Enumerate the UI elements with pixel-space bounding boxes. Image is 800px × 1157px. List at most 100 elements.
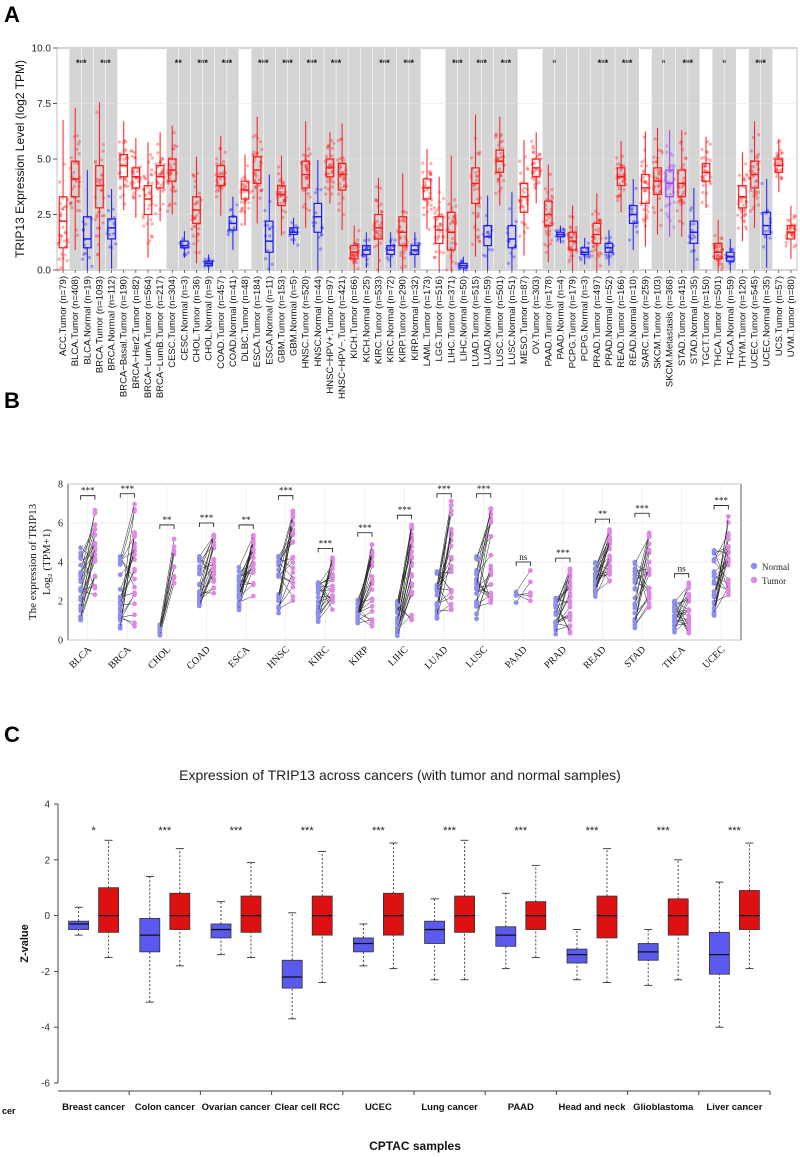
data-point xyxy=(561,239,565,243)
data-point xyxy=(216,187,220,192)
x-tick-label: READ.Tumor (n=166) xyxy=(616,276,627,368)
normal-point xyxy=(117,594,123,600)
tumor-point xyxy=(409,612,415,618)
x-tick-label: LUAD xyxy=(423,644,450,671)
data-point xyxy=(338,137,342,141)
significance-label: *** xyxy=(714,495,728,505)
data-point xyxy=(578,256,582,260)
data-point xyxy=(217,173,221,177)
panel-c-cptac-box-chart: Expression of TRIP13 across cancers (wit… xyxy=(2,767,771,1153)
pair-line xyxy=(159,583,175,636)
data-point xyxy=(192,173,196,177)
data-point xyxy=(579,258,583,262)
y-tick-label: 2 xyxy=(58,597,63,608)
pair-line xyxy=(713,548,729,592)
data-point xyxy=(749,188,753,193)
x-tick-label: KIRP.Tumor (n=290) xyxy=(398,276,409,362)
tumor-point xyxy=(448,607,454,613)
data-point xyxy=(132,181,136,185)
pair-line xyxy=(674,582,689,626)
tumor-point xyxy=(409,524,415,529)
data-point xyxy=(438,230,442,234)
pair-line xyxy=(120,594,135,621)
data-point xyxy=(135,170,139,174)
data-point xyxy=(307,147,311,151)
data-point xyxy=(161,157,165,161)
data-point xyxy=(218,171,222,175)
x-tick-label: UVM.Tumor (n=80) xyxy=(786,276,797,357)
data-point xyxy=(229,207,233,211)
pair-line xyxy=(318,578,333,594)
x-tick-label: ESCA.Normal (n=11) xyxy=(264,276,275,365)
pair-line xyxy=(238,557,254,594)
data-point xyxy=(659,208,663,212)
data-point xyxy=(590,212,595,216)
data-point xyxy=(703,164,707,168)
data-point xyxy=(319,233,324,237)
tumor-point xyxy=(527,579,533,585)
data-point xyxy=(645,200,649,204)
data-point xyxy=(634,224,638,229)
legend-label: Normal xyxy=(762,562,790,572)
x-tick-label: TGCT.Tumor (n=150) xyxy=(701,276,712,366)
chart-title: Expression of TRIP13 across cancers (wit… xyxy=(179,767,621,783)
data-point xyxy=(780,151,784,155)
tumor-point xyxy=(92,532,98,538)
pair-line xyxy=(555,588,571,599)
data-point xyxy=(267,267,271,271)
data-point xyxy=(502,179,506,183)
normal-point xyxy=(711,578,717,584)
data-point xyxy=(332,141,336,145)
data-point xyxy=(75,199,80,203)
data-point xyxy=(621,179,625,183)
x-tick-label: LUAD.Tumor (n=515) xyxy=(471,276,482,367)
x-tick-label: UCEC xyxy=(701,644,728,671)
data-point xyxy=(342,176,346,181)
data-point xyxy=(361,254,365,258)
pair-line xyxy=(120,557,135,580)
tumor-point xyxy=(369,542,375,548)
pair-line xyxy=(397,604,412,621)
data-point xyxy=(653,137,657,141)
data-point xyxy=(690,249,694,253)
data-point xyxy=(191,173,195,177)
tumor-point xyxy=(171,544,177,550)
data-point xyxy=(59,266,63,270)
data-point xyxy=(616,198,620,203)
tumor-point xyxy=(290,531,296,536)
pair-line xyxy=(555,625,571,631)
data-point xyxy=(743,213,747,217)
data-point xyxy=(709,182,713,186)
data-point xyxy=(550,238,554,242)
x-prefix-label: cer xyxy=(2,1106,16,1116)
data-point xyxy=(667,186,672,191)
normal-point xyxy=(315,611,321,617)
data-point xyxy=(124,161,128,165)
data-point xyxy=(154,212,158,216)
data-point xyxy=(59,202,63,206)
pair-line xyxy=(120,511,135,565)
data-point xyxy=(241,185,245,189)
x-tick-label: CESC.Normal (n=3) xyxy=(179,276,190,361)
tumor-point xyxy=(290,594,296,600)
data-point xyxy=(677,200,681,204)
data-point xyxy=(476,211,480,215)
significance-bracket xyxy=(119,493,135,498)
data-point xyxy=(744,227,749,231)
tumor-point xyxy=(132,623,137,629)
pair-line xyxy=(120,569,135,604)
data-point xyxy=(160,156,164,160)
data-point xyxy=(226,233,230,237)
data-point xyxy=(522,186,527,190)
data-point xyxy=(754,193,758,197)
pair-line xyxy=(80,554,96,573)
tumor-point xyxy=(725,536,731,542)
data-point xyxy=(642,208,646,212)
pair-line xyxy=(278,575,294,597)
x-tick-label: PRAD.Normal (n=52) xyxy=(604,276,615,366)
data-point xyxy=(159,183,163,187)
tumor-point xyxy=(132,544,137,550)
data-point xyxy=(605,256,609,260)
data-point xyxy=(218,177,222,181)
pair-line xyxy=(634,569,650,604)
